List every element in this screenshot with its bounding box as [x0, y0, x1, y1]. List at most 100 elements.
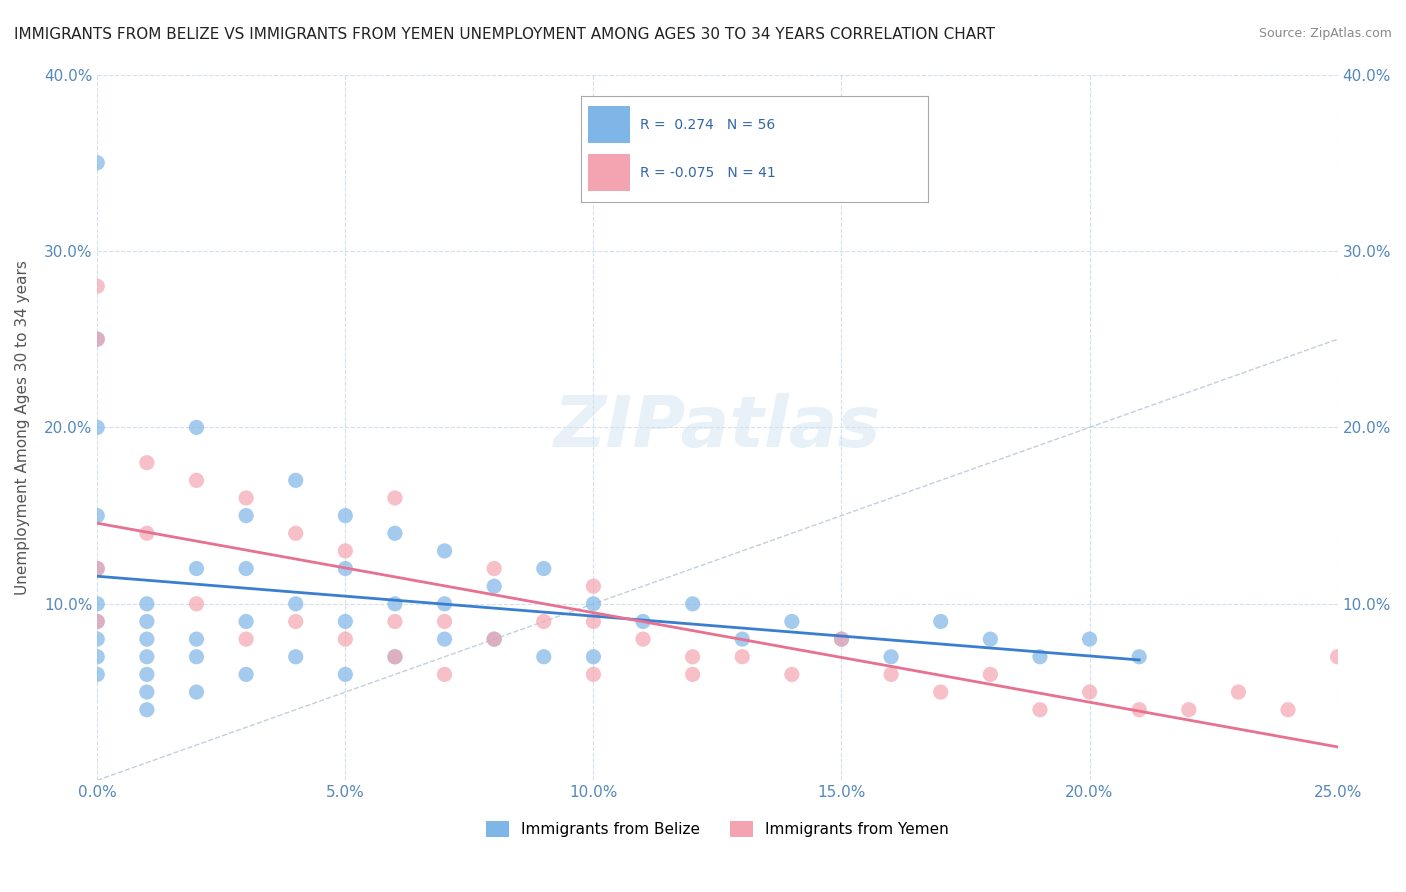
Immigrants from Belize	[880, 649, 903, 664]
Immigrants from Yemen	[780, 667, 803, 681]
Immigrants from Belize	[86, 561, 108, 575]
Immigrants from Yemen	[433, 667, 456, 681]
Immigrants from Belize	[335, 615, 357, 629]
Immigrants from Belize	[482, 632, 505, 647]
Immigrants from Belize	[482, 579, 505, 593]
Immigrants from Belize	[186, 561, 208, 575]
Immigrants from Yemen	[86, 561, 108, 575]
Immigrants from Belize	[1029, 649, 1052, 664]
Immigrants from Belize	[533, 649, 555, 664]
Immigrants from Yemen	[1277, 703, 1299, 717]
Immigrants from Yemen	[1326, 649, 1348, 664]
Immigrants from Yemen	[682, 649, 704, 664]
Immigrants from Yemen	[384, 491, 406, 505]
Immigrants from Belize	[86, 615, 108, 629]
Y-axis label: Unemployment Among Ages 30 to 34 years: Unemployment Among Ages 30 to 34 years	[15, 260, 30, 595]
Immigrants from Belize	[284, 597, 307, 611]
Immigrants from Yemen	[235, 491, 257, 505]
Immigrants from Yemen	[433, 615, 456, 629]
Immigrants from Belize	[186, 632, 208, 647]
Text: ZIPatlas: ZIPatlas	[554, 392, 882, 462]
Immigrants from Yemen	[135, 526, 157, 541]
Immigrants from Yemen	[335, 544, 357, 558]
Immigrants from Yemen	[1029, 703, 1052, 717]
Immigrants from Yemen	[86, 332, 108, 346]
Immigrants from Belize	[235, 508, 257, 523]
Immigrants from Yemen	[830, 632, 852, 647]
Immigrants from Belize	[1128, 649, 1150, 664]
Immigrants from Belize	[731, 632, 754, 647]
Immigrants from Belize	[135, 615, 157, 629]
Immigrants from Yemen	[582, 579, 605, 593]
Immigrants from Belize	[384, 597, 406, 611]
Immigrants from Belize	[335, 508, 357, 523]
Immigrants from Yemen	[186, 597, 208, 611]
Immigrants from Belize	[682, 597, 704, 611]
Immigrants from Belize	[433, 544, 456, 558]
Immigrants from Yemen	[682, 667, 704, 681]
Immigrants from Yemen	[1227, 685, 1250, 699]
Immigrants from Yemen	[235, 632, 257, 647]
Immigrants from Belize	[929, 615, 952, 629]
Immigrants from Belize	[186, 649, 208, 664]
Immigrants from Belize	[135, 597, 157, 611]
Immigrants from Belize	[582, 649, 605, 664]
Immigrants from Yemen	[1128, 703, 1150, 717]
Immigrants from Belize	[86, 597, 108, 611]
Immigrants from Belize	[235, 561, 257, 575]
Immigrants from Yemen	[86, 615, 108, 629]
Immigrants from Belize	[135, 703, 157, 717]
Immigrants from Belize	[86, 332, 108, 346]
Immigrants from Yemen	[186, 473, 208, 487]
Immigrants from Yemen	[929, 685, 952, 699]
Immigrants from Yemen	[86, 279, 108, 293]
Immigrants from Belize	[186, 420, 208, 434]
Immigrants from Yemen	[533, 615, 555, 629]
Immigrants from Belize	[384, 649, 406, 664]
Immigrants from Yemen	[880, 667, 903, 681]
Immigrants from Belize	[235, 667, 257, 681]
Immigrants from Belize	[135, 667, 157, 681]
Legend: Immigrants from Belize, Immigrants from Yemen: Immigrants from Belize, Immigrants from …	[479, 815, 955, 843]
Immigrants from Belize	[1078, 632, 1101, 647]
Immigrants from Belize	[780, 615, 803, 629]
Immigrants from Yemen	[482, 632, 505, 647]
Immigrants from Yemen	[384, 649, 406, 664]
Immigrants from Belize	[533, 561, 555, 575]
Immigrants from Belize	[631, 615, 654, 629]
Immigrants from Belize	[86, 508, 108, 523]
Immigrants from Belize	[582, 597, 605, 611]
Immigrants from Yemen	[1078, 685, 1101, 699]
Immigrants from Yemen	[1178, 703, 1201, 717]
Immigrants from Yemen	[284, 615, 307, 629]
Immigrants from Belize	[335, 561, 357, 575]
Immigrants from Belize	[433, 632, 456, 647]
Immigrants from Belize	[86, 155, 108, 169]
Immigrants from Belize	[284, 649, 307, 664]
Immigrants from Belize	[135, 632, 157, 647]
Immigrants from Yemen	[284, 526, 307, 541]
Immigrants from Belize	[86, 420, 108, 434]
Immigrants from Yemen	[135, 456, 157, 470]
Immigrants from Belize	[135, 649, 157, 664]
Immigrants from Belize	[284, 473, 307, 487]
Immigrants from Yemen	[582, 615, 605, 629]
Immigrants from Yemen	[335, 632, 357, 647]
Immigrants from Belize	[86, 632, 108, 647]
Immigrants from Belize	[235, 615, 257, 629]
Immigrants from Yemen	[582, 667, 605, 681]
Immigrants from Belize	[433, 597, 456, 611]
Immigrants from Belize	[86, 649, 108, 664]
Immigrants from Belize	[384, 526, 406, 541]
Immigrants from Belize	[335, 667, 357, 681]
Immigrants from Yemen	[979, 667, 1001, 681]
Immigrants from Belize	[186, 685, 208, 699]
Immigrants from Belize	[979, 632, 1001, 647]
Immigrants from Yemen	[731, 649, 754, 664]
Immigrants from Yemen	[482, 561, 505, 575]
Immigrants from Belize	[830, 632, 852, 647]
Immigrants from Belize	[86, 667, 108, 681]
Immigrants from Yemen	[631, 632, 654, 647]
Immigrants from Belize	[135, 685, 157, 699]
Text: IMMIGRANTS FROM BELIZE VS IMMIGRANTS FROM YEMEN UNEMPLOYMENT AMONG AGES 30 TO 34: IMMIGRANTS FROM BELIZE VS IMMIGRANTS FRO…	[14, 27, 995, 42]
